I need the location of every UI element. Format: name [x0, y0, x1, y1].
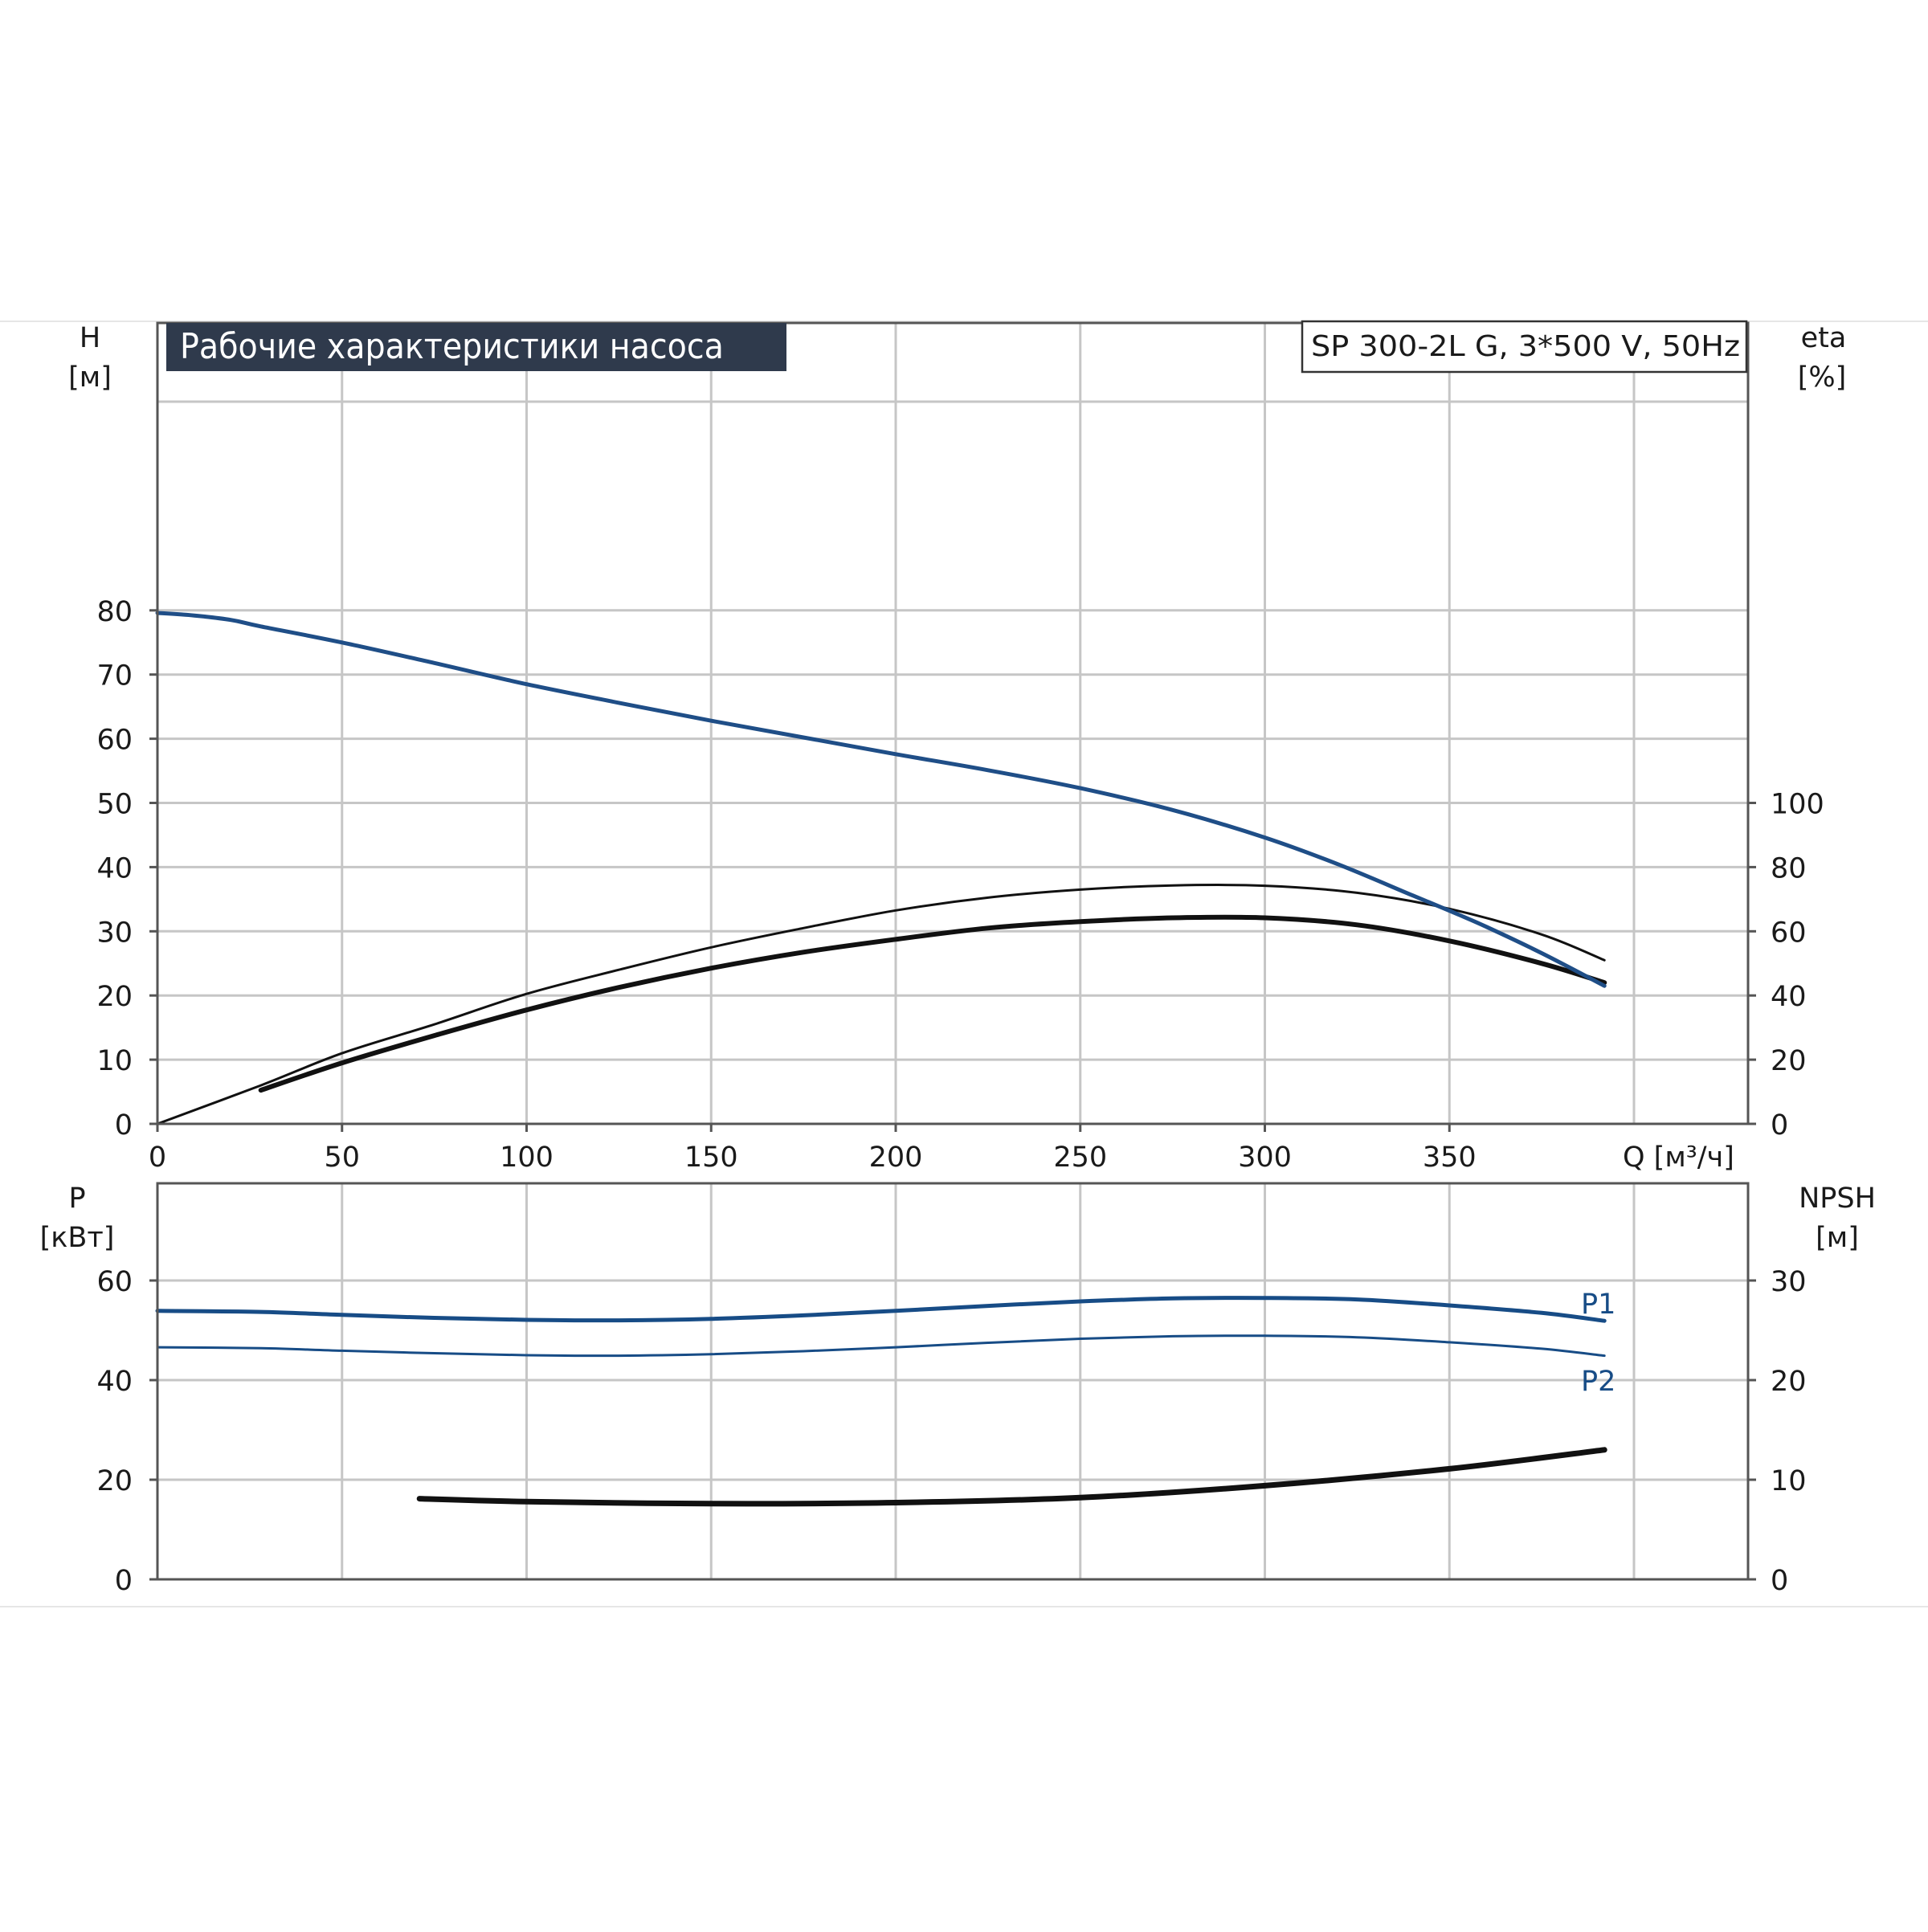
tick-label-q: 300: [1238, 1142, 1292, 1174]
tick-label-q: 100: [500, 1142, 553, 1174]
tick-label-q: 50: [324, 1142, 360, 1174]
tick-label-q: 200: [869, 1142, 923, 1174]
tick-label-p: 20: [96, 1465, 133, 1497]
tick-label-q: 350: [1423, 1142, 1477, 1174]
series-label-p2: P2: [1581, 1366, 1616, 1398]
p-axis-unit: [кВт]: [40, 1222, 115, 1254]
tick-label-eta: 80: [1771, 852, 1807, 884]
tick-label-p: 60: [96, 1266, 133, 1298]
tick-label-eta: 60: [1771, 917, 1807, 949]
tick-label-h: 0: [115, 1109, 133, 1142]
tick-label-npsh: 0: [1771, 1565, 1788, 1597]
p-axis-label: P: [68, 1182, 85, 1215]
model-label: SP 300-2L G, 3*500 V, 50Hz: [1311, 330, 1740, 363]
series-line-p1: [155, 1296, 1607, 1323]
tick-label-eta: 100: [1771, 789, 1824, 821]
npsh-axis-label: NPSH: [1799, 1182, 1876, 1215]
tick-label-h: 70: [96, 660, 133, 692]
chart-title-background: [166, 323, 786, 371]
series-line-p2: [156, 1334, 1606, 1358]
series-line-eta-thick: [258, 914, 1607, 1093]
tick-label-h: 30: [96, 917, 133, 949]
tick-label-q: 250: [1053, 1142, 1107, 1174]
npsh-axis-unit: [м]: [1816, 1222, 1859, 1254]
upper-plot-frame: [156, 321, 1750, 1125]
tick-label-h: 40: [96, 852, 133, 884]
h-axis-label: H: [80, 322, 100, 354]
tick-label-eta: 0: [1771, 1109, 1788, 1142]
tick-label-p: 40: [96, 1366, 133, 1398]
tick-label-eta: 20: [1771, 1045, 1807, 1077]
chart-title: Рабочие характеристики насоса: [180, 326, 724, 367]
series-line-npsh: [416, 1447, 1607, 1507]
tick-label-h: 60: [96, 725, 133, 757]
series-line-eta-thin: [156, 884, 1606, 1125]
tick-label-p: 0: [115, 1565, 133, 1597]
q-axis-label: Q [м³/ч]: [1623, 1142, 1734, 1174]
tick-label-h: 10: [96, 1045, 133, 1077]
tick-label-q: 0: [149, 1142, 166, 1174]
tick-label-npsh: 30: [1771, 1266, 1807, 1298]
tick-label-npsh: 20: [1771, 1366, 1807, 1398]
eta-axis-unit: [%]: [1798, 361, 1847, 394]
series-label-p1: P1: [1581, 1289, 1616, 1321]
tick-label-eta: 40: [1771, 981, 1807, 1013]
tick-label-h: 50: [96, 789, 133, 821]
series-line-head: [155, 611, 1607, 988]
eta-axis-label: eta: [1801, 322, 1847, 354]
tick-label-h: 20: [96, 981, 133, 1013]
h-axis-unit: [м]: [68, 361, 112, 394]
tick-label-npsh: 10: [1771, 1465, 1807, 1497]
model-box: [1301, 320, 1748, 374]
tick-label-h: 80: [96, 596, 133, 628]
tick-label-q: 150: [684, 1142, 738, 1174]
